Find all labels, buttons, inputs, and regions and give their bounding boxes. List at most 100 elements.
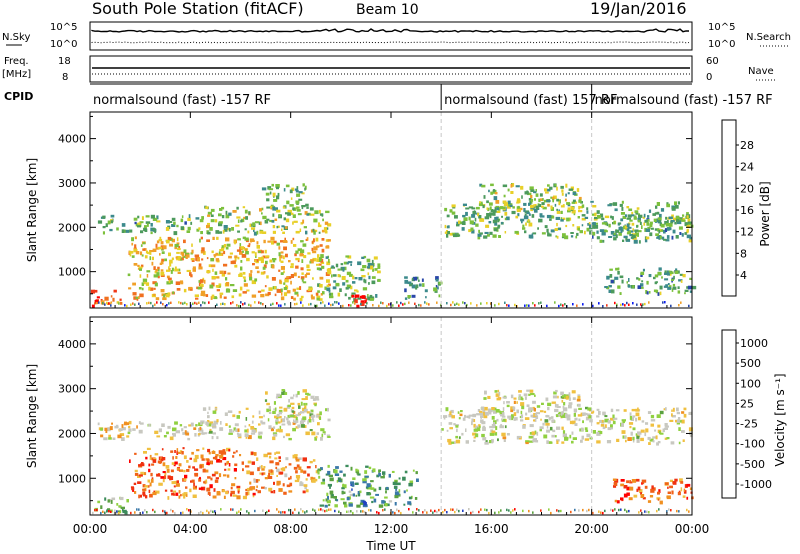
scatter-cell (612, 414, 615, 419)
scatter-cell (166, 281, 171, 285)
scatter-cell (291, 406, 295, 410)
scatter-cell (416, 478, 419, 482)
scatter-cell (437, 286, 439, 290)
scatter-cell (672, 229, 676, 234)
scatter-cell (225, 210, 228, 215)
scatter-cell (613, 237, 617, 241)
scatter-cell (170, 301, 172, 304)
scatter-cell (551, 434, 555, 438)
scatter-cell (268, 488, 271, 492)
scatter-cell (656, 442, 659, 446)
scatter-cell (280, 511, 282, 514)
velocity-cells (92, 389, 694, 515)
scatter-cell (533, 407, 536, 412)
scatter-cell (573, 201, 578, 204)
scatter-cell (282, 467, 286, 472)
scatter-cell (292, 421, 296, 425)
scatter-cell (216, 276, 220, 279)
scatter-cell (311, 296, 315, 300)
scatter-cell (614, 208, 618, 212)
scatter-cell (156, 301, 158, 304)
scatter-cell (613, 482, 618, 486)
scatter-cell (139, 268, 142, 271)
scatter-cell (257, 490, 261, 494)
scatter-cell (678, 279, 683, 282)
scatter-cell (646, 222, 650, 226)
scatter-cell (629, 415, 632, 420)
scatter-cell (228, 228, 231, 232)
scatter-cell (608, 289, 612, 293)
scatter-cell (313, 218, 318, 223)
scatter-cell (254, 278, 258, 282)
scatter-cell (592, 224, 595, 228)
scatter-cell (326, 287, 331, 292)
scatter-cell (193, 427, 197, 430)
scatter-cell (493, 196, 498, 201)
scatter-cell (150, 472, 153, 477)
scatter-cell (264, 487, 267, 490)
scatter-cell (456, 428, 458, 433)
scatter-cell (620, 497, 624, 501)
scatter-cell (541, 205, 544, 208)
scatter-cell (177, 451, 182, 454)
scatter-cell (153, 457, 157, 461)
scatter-cell (478, 424, 481, 427)
scatter-cell (578, 509, 580, 512)
scatter-cell (671, 413, 673, 417)
scatter-cell (100, 427, 103, 431)
scatter-cell (606, 275, 610, 280)
scatter-cell (227, 272, 231, 275)
scatter-cell (637, 217, 641, 222)
scatter-cell (512, 406, 516, 410)
scatter-cell (592, 511, 594, 515)
scatter-cell (164, 510, 166, 513)
scatter-cell (368, 275, 371, 280)
scatter-cell (658, 430, 661, 435)
scatter-cell (645, 428, 649, 433)
scatter-cell (587, 223, 589, 226)
scatter-cell (252, 222, 255, 227)
scatter-cell (470, 511, 472, 515)
scatter-cell (536, 405, 541, 408)
scatter-cell (136, 508, 138, 511)
scatter-cell (325, 408, 329, 412)
scatter-cell (327, 464, 330, 468)
scatter-cell (279, 425, 282, 430)
scatter-cell (356, 304, 360, 308)
scatter-cell (212, 236, 215, 240)
scatter-cell (258, 423, 261, 426)
scatter-cell (207, 211, 212, 215)
scatter-cell (246, 487, 250, 491)
scatter-cell (493, 228, 498, 232)
scatter-cell (320, 254, 324, 258)
scatter-cell (633, 239, 638, 244)
scatter-cell (237, 433, 240, 438)
scatter-cell (192, 302, 194, 305)
scatter-cell (689, 434, 693, 438)
scatter-cell (628, 208, 633, 211)
scatter-cell (201, 258, 204, 261)
scatter-cell (207, 411, 209, 415)
scatter-cell (398, 509, 400, 513)
scatter-cell (502, 436, 507, 440)
scatter-cell (321, 261, 325, 264)
scatter-cell (384, 508, 386, 511)
scatter-cell (552, 429, 556, 433)
scatter-cell (173, 231, 178, 236)
scatter-cell (672, 481, 677, 485)
scatter-cell (295, 250, 299, 254)
scatter-cell (276, 413, 280, 417)
scatter-cell (513, 418, 516, 421)
scatter-cell (199, 238, 201, 243)
scatter-cell (544, 188, 548, 192)
scatter-cell (529, 186, 534, 191)
scatter-cell (214, 471, 219, 475)
scatter-cell (602, 305, 604, 308)
scatter-cell (245, 216, 248, 220)
scatter-cell (309, 207, 314, 211)
scatter-cell (647, 500, 652, 503)
scatter-cell (654, 429, 657, 432)
scatter-cell (542, 422, 545, 426)
scatter-cell (513, 397, 517, 400)
scatter-cell (522, 224, 525, 228)
